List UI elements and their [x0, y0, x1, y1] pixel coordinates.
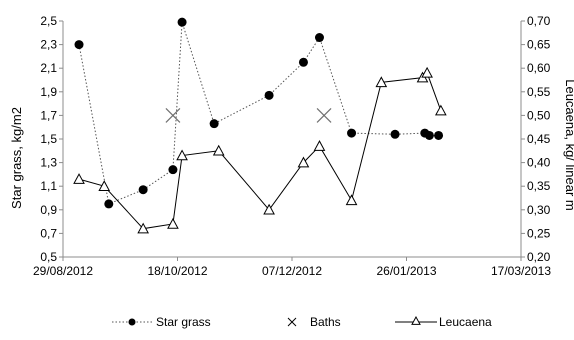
y-tick-label: 1,7 [40, 108, 57, 122]
star-grass-point [298, 57, 308, 67]
leucaena-point [212, 144, 225, 156]
legend-marker [287, 317, 297, 327]
x-tick-label: 29/08/2012 [33, 264, 93, 278]
star-grass-line [78, 22, 439, 205]
leucaena-point [421, 66, 433, 78]
star-grass-point [434, 130, 444, 140]
legend-label: Star grass [156, 315, 211, 329]
y-tick-label: 2,1 [40, 61, 57, 75]
y2-tick-label: 0,45 [527, 132, 551, 146]
legend: Star grass Baths Leucaena [112, 315, 492, 329]
leucaena-point [176, 149, 188, 161]
legend-item-star-grass: Star grass [112, 315, 211, 329]
baths-marker-stroke [316, 107, 332, 123]
leucaena-point [375, 76, 388, 88]
star-grass-point [168, 165, 178, 175]
y-tick-label: 0,7 [40, 226, 57, 240]
tick-labels: 0,5 0,7 0,9 1,1 1,3 1,5 1,7 1,9 2,1 2,3 2,5 0,20 0,2… [33, 14, 551, 278]
y-tick-label: 2,5 [40, 14, 57, 28]
axes [59, 20, 525, 261]
y-tick-label: 0,5 [40, 250, 57, 264]
x-tick-label: 07/12/2012 [262, 264, 322, 278]
y2-tick-label: 0,65 [527, 38, 551, 52]
leucaena-point [435, 104, 447, 116]
y2-tick-label: 0,40 [527, 156, 551, 170]
series-layer [73, 17, 447, 234]
leucaena-point [297, 156, 310, 168]
star-grass-point [177, 17, 187, 27]
baths-point [316, 107, 332, 123]
y-tick-label: 1,5 [40, 132, 57, 146]
leucaena-point [345, 194, 358, 206]
star-grass-point [314, 33, 324, 43]
star-grass-point [104, 199, 114, 209]
star-grass-point [390, 129, 400, 139]
leucaena-point [137, 222, 149, 234]
star-grass-point [347, 128, 357, 138]
legend-label: Baths [310, 315, 341, 329]
legend-item-baths: Baths [287, 315, 341, 329]
star-grass-point [209, 119, 219, 129]
y-axis-label: Star grass, kg/m2 [9, 107, 24, 209]
y2-tick-label: 0,70 [527, 14, 551, 28]
y-tick-label: 1,1 [40, 179, 57, 193]
x-tick-label: 18/10/2012 [147, 264, 207, 278]
legend-item-leucaena: Leucaena [395, 315, 492, 329]
y2-tick-label: 0,25 [527, 226, 551, 240]
y-tick-label: 2,3 [40, 38, 57, 52]
y-tick-label: 1,3 [40, 156, 57, 170]
y2-tick-label: 0,55 [527, 85, 551, 99]
legend-marker [128, 318, 136, 326]
legend-label: Leucaena [439, 315, 492, 329]
legend-marker [411, 315, 421, 325]
x-tick-label: 17/03/2013 [491, 264, 551, 278]
y2-tick-label: 0,20 [527, 250, 551, 264]
baths-marker-stroke [165, 107, 181, 123]
y-tick-label: 0,9 [40, 203, 57, 217]
baths-point [165, 107, 181, 123]
y-tick-label: 1,9 [40, 85, 57, 99]
star-grass-point [138, 185, 148, 195]
leucaena-line [78, 71, 442, 230]
y2-tick-label: 0,50 [527, 108, 551, 122]
y2-tick-label: 0,30 [527, 203, 551, 217]
star-grass-point [264, 90, 274, 100]
leucaena-point [263, 203, 275, 215]
leucaena-point [313, 140, 326, 151]
x-tick-label: 26/01/2013 [376, 264, 436, 278]
star-grass-point [424, 130, 434, 140]
y2-axis-label: Leucaena, kg/ linear m [563, 79, 574, 211]
y2-tick-label: 0,35 [527, 179, 551, 193]
leucaena-point [73, 173, 85, 184]
y2-tick-label: 0,60 [527, 61, 551, 75]
leucaena-point [98, 180, 111, 191]
leucaena-point [167, 217, 179, 229]
star-grass-point [74, 40, 84, 50]
